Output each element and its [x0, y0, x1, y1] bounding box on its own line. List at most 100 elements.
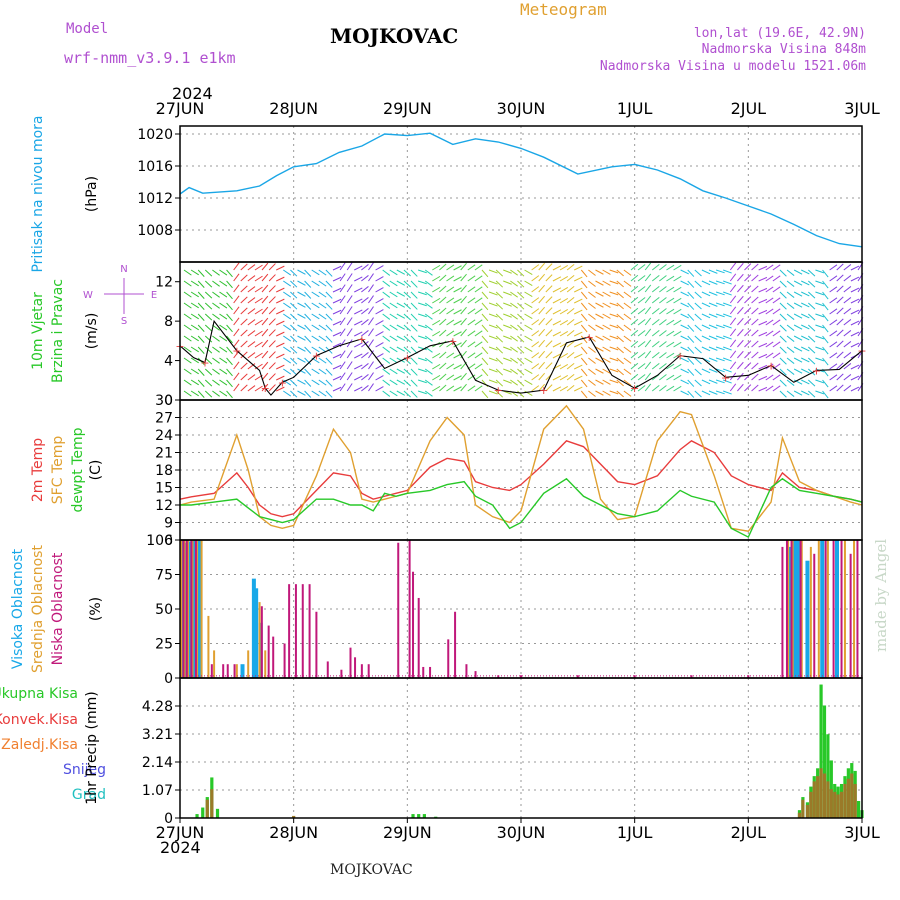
y-tick-label: 25: [155, 637, 173, 653]
wind-barb: [439, 329, 447, 337]
wind-barb: [495, 368, 504, 376]
wind-barb: [580, 302, 588, 311]
y-tick-label: 27: [155, 411, 173, 427]
wind-barb: [183, 280, 192, 287]
cloud-low-bar: [294, 584, 297, 678]
wind-barb: [723, 302, 732, 307]
wind-barb: [524, 368, 533, 375]
wind-barb: [729, 262, 737, 271]
wind-barb: [829, 374, 838, 381]
wind-barb: [694, 291, 702, 299]
wind-barb: [375, 309, 384, 315]
precip-convective-bar: [843, 783, 847, 818]
wind-barb: [758, 320, 768, 326]
wind-barb: [474, 374, 483, 381]
wind-barb: [212, 313, 220, 320]
cloud-low-bar: [283, 643, 286, 678]
y-tick-label: 1012: [137, 191, 173, 207]
wind-barb: [339, 350, 346, 359]
wind-barb: [403, 313, 411, 321]
wind-barb: [361, 352, 369, 359]
wind-barb: [708, 379, 718, 384]
wind-barb: [701, 368, 711, 374]
compass-e: E: [151, 290, 157, 301]
wind-barb: [417, 324, 427, 329]
wind-barb: [453, 276, 462, 282]
cloud-low-label: Niska Oblacnost: [50, 552, 66, 665]
wind-barb: [446, 352, 455, 359]
wind-barb: [403, 269, 411, 277]
wind-barb: [318, 291, 327, 298]
wind-barb: [517, 390, 525, 398]
cloud-low-bar: [417, 597, 420, 678]
wind-barb: [495, 302, 504, 310]
wind-barb: [424, 280, 433, 287]
wind-barb: [687, 346, 695, 354]
wind-barb: [403, 335, 411, 343]
wind-barb: [566, 341, 575, 348]
wind-barb: [212, 269, 220, 276]
wind-barb: [566, 275, 575, 282]
wind-barb: [488, 346, 498, 351]
wind-barb: [197, 280, 205, 288]
wind-barb: [346, 372, 353, 381]
wind-barb: [247, 286, 256, 293]
wind-barb: [403, 291, 411, 299]
wind-barb: [630, 340, 639, 348]
wind-barb: [503, 368, 512, 373]
wind-barb: [772, 385, 781, 392]
wind-barb: [361, 385, 369, 392]
wind-barb: [694, 302, 702, 310]
model-value: wrf-nmm_v3.9.1 e1km: [64, 49, 236, 67]
wind-barb: [644, 273, 652, 282]
wind-barb: [616, 390, 624, 398]
wind-barb: [609, 390, 619, 395]
cloud-mid-bar: [191, 540, 194, 678]
wind-barb: [240, 384, 248, 392]
wind-barb: [375, 386, 384, 392]
wind-barb: [382, 357, 391, 364]
wind-barb: [836, 329, 844, 337]
wind-barb: [183, 269, 192, 276]
wind-barb: [850, 320, 860, 326]
cloud-mid-bar: [264, 650, 267, 678]
wind-barb: [843, 286, 852, 293]
wind-barb: [729, 295, 737, 304]
wind-barb: [510, 379, 518, 386]
wind-barb: [240, 373, 248, 381]
wind-barb: [304, 280, 312, 288]
temp-2m-label: 2m Temp: [30, 438, 46, 502]
precip-total-bar: [819, 684, 823, 818]
wind-barb: [609, 291, 619, 296]
wind-barb: [552, 298, 562, 304]
wind-barb: [325, 324, 333, 332]
wind-barb: [219, 390, 228, 397]
wind-barb: [204, 357, 213, 365]
wind-barb: [673, 330, 682, 337]
cloud-low-bar: [799, 540, 802, 678]
wind-barb: [240, 340, 248, 348]
wind-barb: [786, 368, 795, 375]
wind-barb: [339, 383, 346, 392]
wind-barb: [212, 302, 220, 309]
wind-barb: [666, 330, 675, 337]
wind-barb: [219, 302, 228, 309]
wind-barb: [403, 390, 411, 398]
wind-barb: [368, 273, 374, 282]
wind-barb: [254, 286, 263, 293]
wind-barb: [602, 302, 611, 308]
wind-barb: [226, 357, 233, 366]
wind-barb: [673, 352, 682, 359]
wind-barb: [432, 308, 441, 315]
wind-barb: [261, 284, 269, 293]
wind-barb: [368, 383, 374, 392]
wind-barb: [453, 287, 462, 293]
wind-barb: [779, 313, 787, 321]
cloud-low-bar: [210, 664, 213, 678]
wind-barb: [318, 313, 327, 320]
wind-barb: [382, 346, 391, 353]
wind-barb: [729, 284, 737, 293]
wind-barb: [651, 308, 660, 315]
wind-barb: [354, 287, 363, 293]
wind-barb: [311, 335, 320, 342]
